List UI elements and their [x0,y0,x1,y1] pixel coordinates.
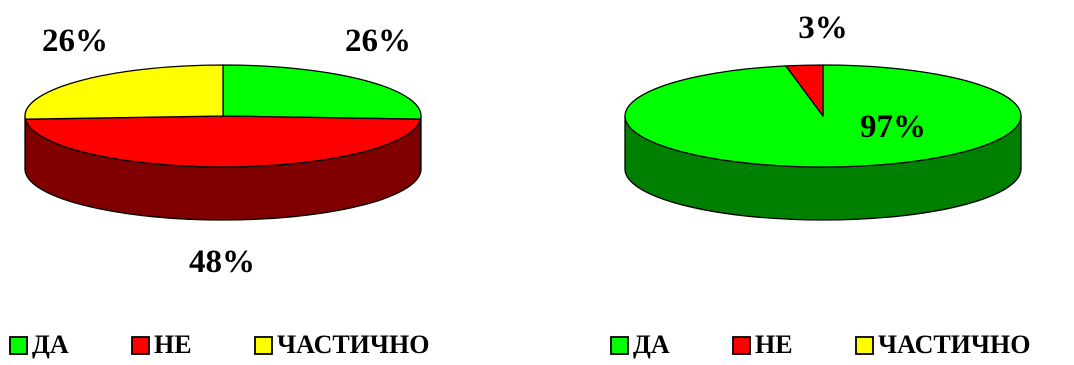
data-label-chastichno: 26% [42,23,108,59]
slice-da-top [222,64,422,120]
data-label-ne: 48% [189,244,255,280]
legend: ДА НЕ ЧАСТИЧНО [9,330,429,359]
legend-label-da: ДА [633,330,670,359]
legend-swatch-ne [732,336,751,355]
legend-label-ne: НЕ [154,330,192,359]
data-label-da: 26% [345,23,411,59]
pie-chart-2: 97% 3% ДА НЕ ЧАСТИЧНО [610,10,1030,359]
legend-swatch-da [610,336,629,355]
legend-swatch-chastichno [855,336,874,355]
legend-swatch-ne [131,336,150,355]
legend-label-ne: НЕ [755,330,793,359]
slice-ne-top [24,115,422,168]
data-label-da: 97% [860,109,926,145]
legend-label-chastichno: ЧАСТИЧНО [878,330,1030,359]
legend-swatch-chastichno [254,336,273,355]
legend-label-chastichno: ЧАСТИЧНО [277,330,429,359]
slice-ne-top [785,64,824,117]
legend: ДА НЕ ЧАСТИЧНО [610,330,1030,359]
slice-chastichno-top [24,64,224,120]
pie-chart-1: 26% 48% 26% ДА НЕ ЧАСТИЧНО [9,23,429,359]
data-label-ne: 3% [798,10,848,46]
legend-label-da: ДА [32,330,69,359]
legend-swatch-da [9,336,28,355]
